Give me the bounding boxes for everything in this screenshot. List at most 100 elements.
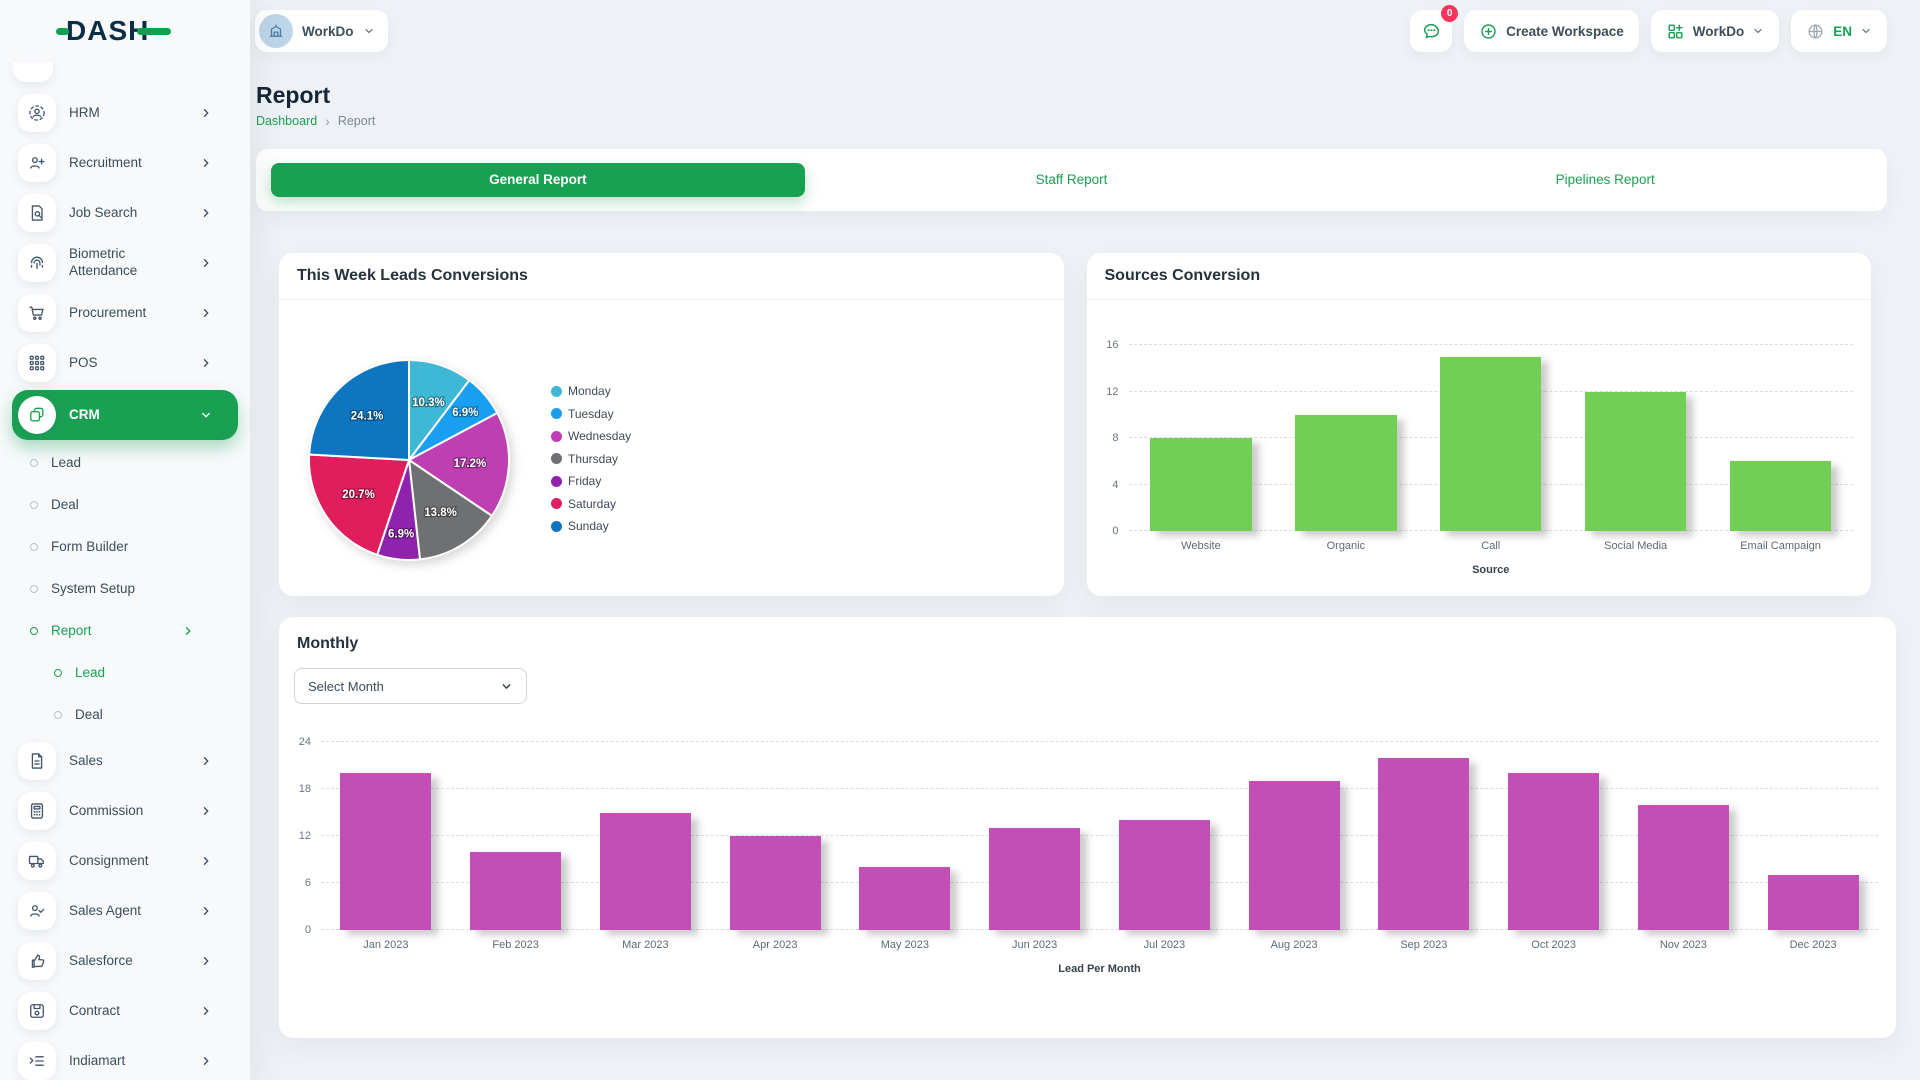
sidebar-item-contract[interactable]: Contract	[12, 986, 238, 1036]
sidebar-item-recruitment[interactable]: Recruitment	[12, 138, 238, 188]
sidebar-item-label: Lead	[51, 454, 82, 470]
hrm-icon	[18, 94, 56, 132]
sidebar-item-salesforce[interactable]: Salesforce	[12, 936, 238, 986]
workspace-name: WorkDo	[302, 23, 354, 39]
bar-social-media[interactable]	[1584, 391, 1687, 531]
chevron-right-icon	[200, 107, 212, 119]
card-title: Sources Conversion	[1086, 253, 1871, 300]
workspace-switcher[interactable]: WorkDo	[255, 10, 388, 52]
sidebar-item-label: Form Builder	[51, 538, 129, 554]
charts-row: This Week Leads Conversions 10.3% 6.9% 17.…	[279, 253, 1871, 596]
sidebar-item-job-search[interactable]: Job Search	[12, 188, 238, 238]
select-month-dropdown[interactable]: Select Month	[294, 668, 527, 704]
monthly-bar-chart: 0 6 12 18 24 Jan 2023 Feb 2023 Mar 2023 Apr 2023…	[279, 704, 1896, 975]
legend-dot-icon	[551, 453, 562, 464]
legend-dot-icon	[551, 520, 562, 532]
y-axis-tick: 18	[298, 783, 311, 795]
sidebar-item-sales[interactable]: Sales	[12, 736, 238, 786]
bar-oct-2023[interactable]	[1508, 773, 1600, 930]
sidebar-item-pos[interactable]: POS	[12, 338, 238, 388]
workspace-menu-button[interactable]: WorkDo	[1650, 10, 1780, 52]
sidebar-item-sales-agent[interactable]: Sales Agent	[12, 886, 238, 936]
top-header: WorkDo 0 Create Workspace	[250, 0, 1920, 62]
bar-nov-2023[interactable]	[1637, 804, 1729, 930]
sidebar-item-biometric-attendance[interactable]: Biometric Attendance	[12, 238, 238, 288]
bar-mar-2023[interactable]	[599, 812, 691, 930]
breadcrumb-dashboard-link[interactable]: Dashboard	[256, 114, 318, 128]
tab-pipelines-report[interactable]: Pipelines Report	[1555, 172, 1655, 187]
logo-accent-left	[56, 27, 69, 35]
x-axis-tick: Nov 2023	[1659, 939, 1707, 951]
bar-website[interactable]	[1150, 438, 1252, 531]
sidebar-item-commission[interactable]: Commission	[12, 786, 238, 836]
globe-icon	[1806, 22, 1825, 41]
legend-item-sunday[interactable]: Sunday	[551, 519, 631, 533]
sidebar-item-label: Job Search	[69, 204, 138, 220]
sidebar-item-lead[interactable]: Lead	[12, 442, 238, 484]
bar-email-campaign[interactable]	[1729, 461, 1832, 531]
bar-aug-2023[interactable]	[1248, 781, 1340, 930]
bar-slot	[1100, 742, 1230, 930]
legend-item-thursday[interactable]: Thursday	[551, 452, 631, 466]
sidebar-item-procurement[interactable]: Procurement	[12, 288, 238, 338]
sidebar-item-crm[interactable]: CRM	[12, 390, 238, 440]
bar-jul-2023[interactable]	[1118, 820, 1210, 930]
sidebar-item-hrm[interactable]: HRM	[12, 88, 238, 138]
legend-item-monday[interactable]: Monday	[551, 384, 631, 398]
chevron-right-icon	[200, 257, 212, 269]
create-workspace-label: Create Workspace	[1506, 23, 1624, 39]
y-axis-tick: 8	[1112, 432, 1119, 444]
sidebar-item-report-lead[interactable]: Lead	[12, 652, 238, 694]
bar-slot	[321, 742, 451, 930]
bar-dec-2023[interactable]	[1767, 875, 1859, 930]
pie-slice-thursday[interactable]	[408, 459, 493, 561]
bar-slot	[1229, 742, 1359, 930]
sidebar-item-form-builder[interactable]: Form Builder	[12, 526, 238, 568]
tab-general-report[interactable]: General Report	[271, 163, 805, 197]
bullet-icon	[30, 501, 38, 509]
bar-call[interactable]	[1440, 356, 1542, 531]
language-selector[interactable]: EN	[1791, 10, 1887, 52]
sidebar-item-indiamart[interactable]: Indiamart	[12, 1036, 238, 1080]
messages-button[interactable]: 0	[1410, 5, 1459, 52]
pie-legend: Monday Tuesday Wednesday Thursday Friday Satu…	[551, 384, 631, 542]
chevron-right-icon	[200, 755, 212, 767]
legend-item-wednesday[interactable]: Wednesday	[551, 429, 631, 443]
legend-dot-icon	[551, 408, 562, 419]
bar-sep-2023[interactable]	[1378, 757, 1470, 930]
recruitment-icon	[18, 144, 56, 182]
pie-slice-label: 6.9%	[388, 529, 414, 541]
create-workspace-button[interactable]: Create Workspace	[1464, 10, 1639, 52]
sidebar-item-report-deal[interactable]: Deal	[12, 694, 238, 736]
pie-slice-sunday[interactable]	[308, 359, 410, 461]
sidebar-item-consignment[interactable]: Consignment	[12, 836, 238, 886]
x-axis-tick: Social Media	[1604, 540, 1668, 552]
sidebar-item-label: Consignment	[69, 852, 149, 868]
bar-slot	[1563, 345, 1708, 531]
y-axis-tick: 4	[1112, 478, 1119, 491]
legend-dot-icon	[551, 385, 562, 397]
bar-jun-2023[interactable]	[989, 828, 1081, 930]
bar-feb-2023[interactable]	[470, 851, 562, 930]
chevron-down-icon	[1752, 25, 1764, 37]
sidebar-item-report[interactable]: Report	[12, 610, 238, 652]
pie-slice-wednesday[interactable]	[408, 412, 510, 517]
sidebar-item-label: Recruitment	[69, 154, 142, 170]
tab-staff-report[interactable]: Staff Report	[1035, 172, 1108, 187]
pie-slice-saturday[interactable]	[308, 453, 410, 556]
bar-jan-2023[interactable]	[340, 773, 432, 930]
chevron-down-icon	[200, 409, 212, 421]
legend-item-saturday[interactable]: Saturday	[551, 497, 631, 511]
select-month-value: Select Month	[308, 678, 384, 694]
bar-apr-2023[interactable]	[729, 836, 821, 930]
sidebar-item-system-setup[interactable]: System Setup	[12, 568, 238, 610]
notification-badge: 0	[1441, 5, 1459, 22]
bar-organic[interactable]	[1295, 414, 1397, 531]
legend-item-tuesday[interactable]: Tuesday	[551, 407, 631, 421]
brand-logo[interactable]: DASH	[0, 0, 250, 62]
bullet-icon	[30, 627, 38, 635]
bar-may-2023[interactable]	[859, 867, 951, 930]
legend-item-friday[interactable]: Friday	[551, 474, 631, 488]
page-title: Report	[256, 82, 331, 108]
sidebar-item-deal[interactable]: Deal	[12, 484, 238, 526]
